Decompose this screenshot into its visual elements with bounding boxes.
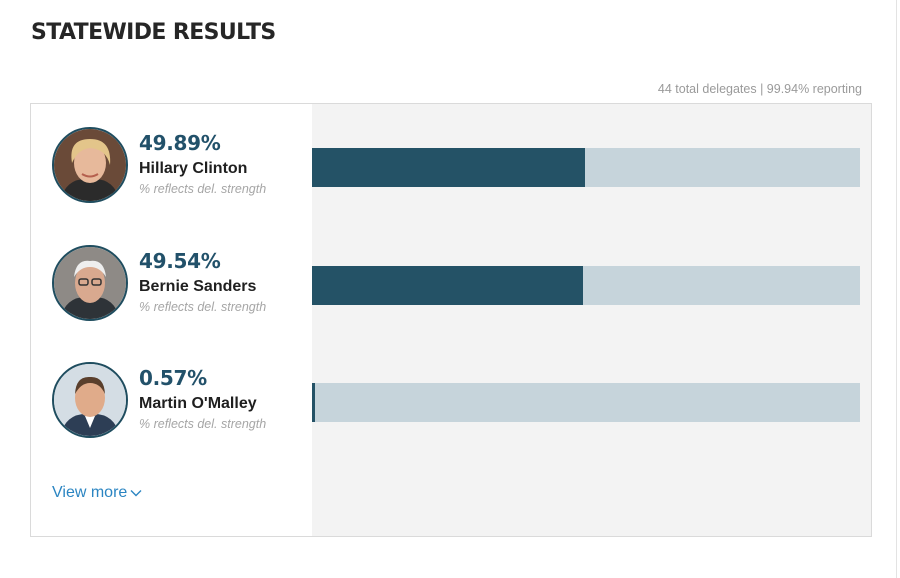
candidate-photo-icon	[52, 127, 128, 203]
candidate-percent: 49.54%	[139, 249, 221, 273]
candidate-note: % reflects del. strength	[139, 300, 267, 314]
candidate-note: % reflects del. strength	[139, 417, 267, 431]
candidate-photo-icon	[52, 245, 128, 321]
result-bar-track	[312, 266, 860, 305]
result-bar-fill	[312, 266, 584, 305]
result-bar-track	[312, 148, 860, 187]
result-bar-fill	[312, 148, 586, 187]
candidate-percent: 0.57%	[139, 366, 207, 390]
candidate-note: % reflects del. strength	[139, 182, 267, 196]
results-panel: 49.89% Hillary Clinton % reflects del. s…	[30, 103, 872, 537]
view-more-link[interactable]: View more	[52, 484, 142, 502]
candidate-percent: 49.89%	[139, 131, 221, 155]
results-summary: 44 total delegates | 99.94% reporting	[657, 82, 862, 96]
candidate-photo-icon	[52, 362, 128, 438]
chevron-down-icon	[130, 484, 142, 502]
page-edge-rule	[896, 0, 897, 578]
candidate-name: Martin O'Malley	[139, 395, 257, 412]
result-bar-track	[312, 383, 860, 422]
page-title: STATEWIDE RESULTS	[31, 20, 276, 45]
result-bar-fill	[312, 383, 316, 422]
candidate-row-sanders: 49.54% Bernie Sanders % reflects del. st…	[31, 245, 312, 325]
candidate-name: Bernie Sanders	[139, 278, 257, 295]
candidate-name: Hillary Clinton	[139, 160, 248, 177]
view-more-label: View more	[52, 484, 128, 502]
candidate-row-omalley: 0.57% Martin O'Malley % reflects del. st…	[31, 362, 312, 442]
candidate-row-clinton: 49.89% Hillary Clinton % reflects del. s…	[31, 127, 312, 207]
